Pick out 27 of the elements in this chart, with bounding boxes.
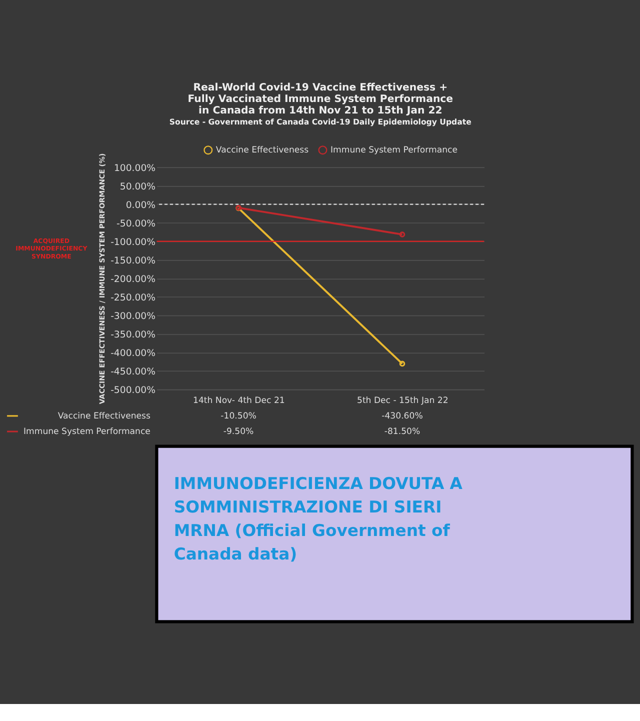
data-label: -9.50% bbox=[223, 426, 254, 437]
text: Immune System Performance bbox=[23, 426, 150, 437]
y-tick-label: -500.00% bbox=[110, 384, 156, 396]
y-tick-label: -350.00% bbox=[110, 329, 156, 340]
legend-label: Immune System Performance bbox=[330, 145, 458, 156]
y-tick-label: -400.00% bbox=[110, 348, 156, 359]
chart-title: Real-World Covid-19 Vaccine Effectiveness + Fully Vaccinated Immune System Performance in Canada from 14th Nov 21 to 15th Jan 22 bbox=[188, 82, 454, 117]
data-label: -430.60% bbox=[382, 411, 423, 422]
text: IMMUNODEFICIENZA DOVUTA A SOMMINISTRAZIONE DI SIERI MRNA (Official Government of Canada data) bbox=[174, 474, 463, 564]
data-label: -10.50% bbox=[220, 411, 256, 422]
text: Vaccine Effectiveness bbox=[58, 411, 150, 422]
y-tick-label: 0.00% bbox=[126, 200, 156, 211]
y-axis-title: VACCINE EFFECTIVENESS / IMMUNE SYSTEM PERFORMANCE (%) bbox=[97, 153, 106, 404]
y-tick-label: -450.00% bbox=[110, 366, 156, 378]
chart-subtitle: Source - Government of Canada Covid-19 Daily Epidemiology Update bbox=[169, 118, 472, 127]
y-tick-label: -200.00% bbox=[110, 274, 156, 285]
x-tick-label: 14th Nov- 4th Dec 21 bbox=[193, 396, 285, 406]
x-tick-label: 5th Dec - 15th Jan 22 bbox=[356, 396, 448, 406]
y-tick-label: -100.00% bbox=[110, 236, 156, 248]
y-tick-label: 100.00% bbox=[114, 162, 156, 174]
y-tick-label: 50.00% bbox=[120, 181, 156, 192]
data-label: -81.50% bbox=[384, 426, 420, 437]
legend-label: Vaccine Effectiveness bbox=[216, 145, 310, 156]
y-tick-label: -300.00% bbox=[110, 310, 156, 322]
y-tick-label: -250.00% bbox=[110, 292, 156, 304]
y-tick-label: -50.00% bbox=[116, 218, 156, 230]
y-tick-label: -150.00% bbox=[110, 255, 156, 266]
